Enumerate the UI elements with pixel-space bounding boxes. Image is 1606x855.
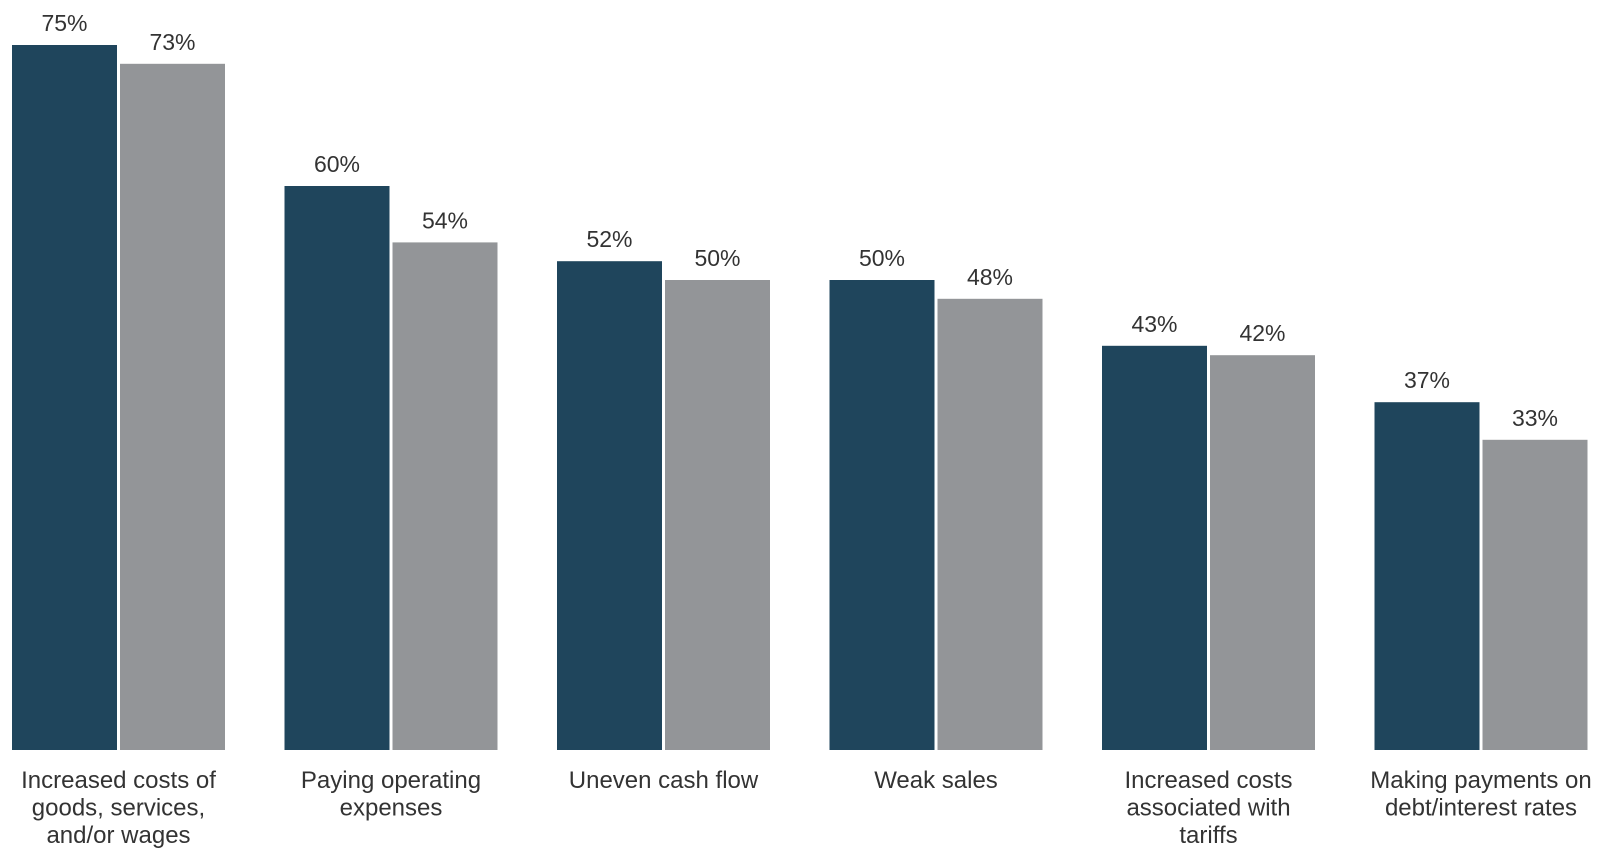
bars-layer	[12, 45, 1588, 751]
category-label-2: Uneven cash flow	[569, 767, 759, 794]
category-label-1-line-0: Paying operating	[301, 767, 481, 794]
category-label-5: Making payments on debt/interest rates	[1370, 767, 1591, 822]
data-label-5-series-0: 37%	[1404, 367, 1450, 393]
category-label-4-line-0: Increased costs	[1124, 767, 1292, 794]
category-label-4: Increased costs associated with tariffs	[1124, 767, 1292, 849]
bar-0-series-1	[120, 63, 225, 751]
value-labels-layer: 75% 73% 60% 54% 52% 50% 50% 48% 43% 42% 37% 33%	[41, 10, 1558, 431]
data-label-2-series-0: 52%	[586, 226, 632, 252]
bar-3-series-0	[829, 280, 935, 750]
category-label-1: Paying operating expenses	[301, 767, 481, 822]
bar-1-series-0	[284, 186, 390, 750]
category-label-1-line-1: expenses	[340, 795, 443, 822]
category-label-5-line-0: Making payments on	[1370, 767, 1591, 794]
data-label-0-series-1: 73%	[149, 29, 195, 55]
category-label-0-line-2: and/or wages	[46, 822, 190, 849]
data-label-2-series-1: 50%	[694, 245, 740, 271]
category-label-4-line-1: associated with	[1126, 795, 1290, 822]
data-label-0-series-0: 75%	[41, 10, 87, 36]
category-label-2-line-0: Uneven cash flow	[569, 767, 759, 794]
data-label-3-series-0: 50%	[859, 245, 905, 271]
data-label-4-series-1: 42%	[1239, 320, 1285, 346]
bar-4-series-1	[1210, 355, 1315, 750]
data-label-4-series-0: 43%	[1131, 311, 1177, 337]
data-label-3-series-1: 48%	[967, 264, 1013, 290]
category-label-0-line-0: Increased costs of	[21, 767, 216, 794]
bar-4-series-0	[1102, 345, 1207, 750]
bar-5-series-0	[1374, 402, 1480, 750]
bar-1-series-1	[392, 242, 498, 750]
category-label-5-line-1: debt/interest rates	[1385, 795, 1577, 822]
bar-5-series-1	[1482, 439, 1588, 750]
category-label-4-line-2: tariffs	[1179, 822, 1237, 849]
category-label-0-line-1: goods, services,	[32, 795, 205, 822]
bar-0-series-0	[12, 45, 117, 750]
bar-2-series-0	[557, 261, 662, 750]
bar-2-series-1	[665, 280, 770, 750]
data-label-5-series-1: 33%	[1512, 405, 1558, 431]
bar-3-series-1	[937, 298, 1043, 750]
category-label-3: Weak sales	[874, 767, 998, 794]
category-label-3-line-0: Weak sales	[874, 767, 998, 794]
category-label-0: Increased costs of goods, services, and/or…	[21, 767, 216, 849]
data-label-1-series-1: 54%	[422, 207, 468, 233]
data-label-1-series-0: 60%	[314, 151, 360, 177]
category-labels-layer: Increased costs of goods, services, and/or…	[21, 767, 1592, 849]
